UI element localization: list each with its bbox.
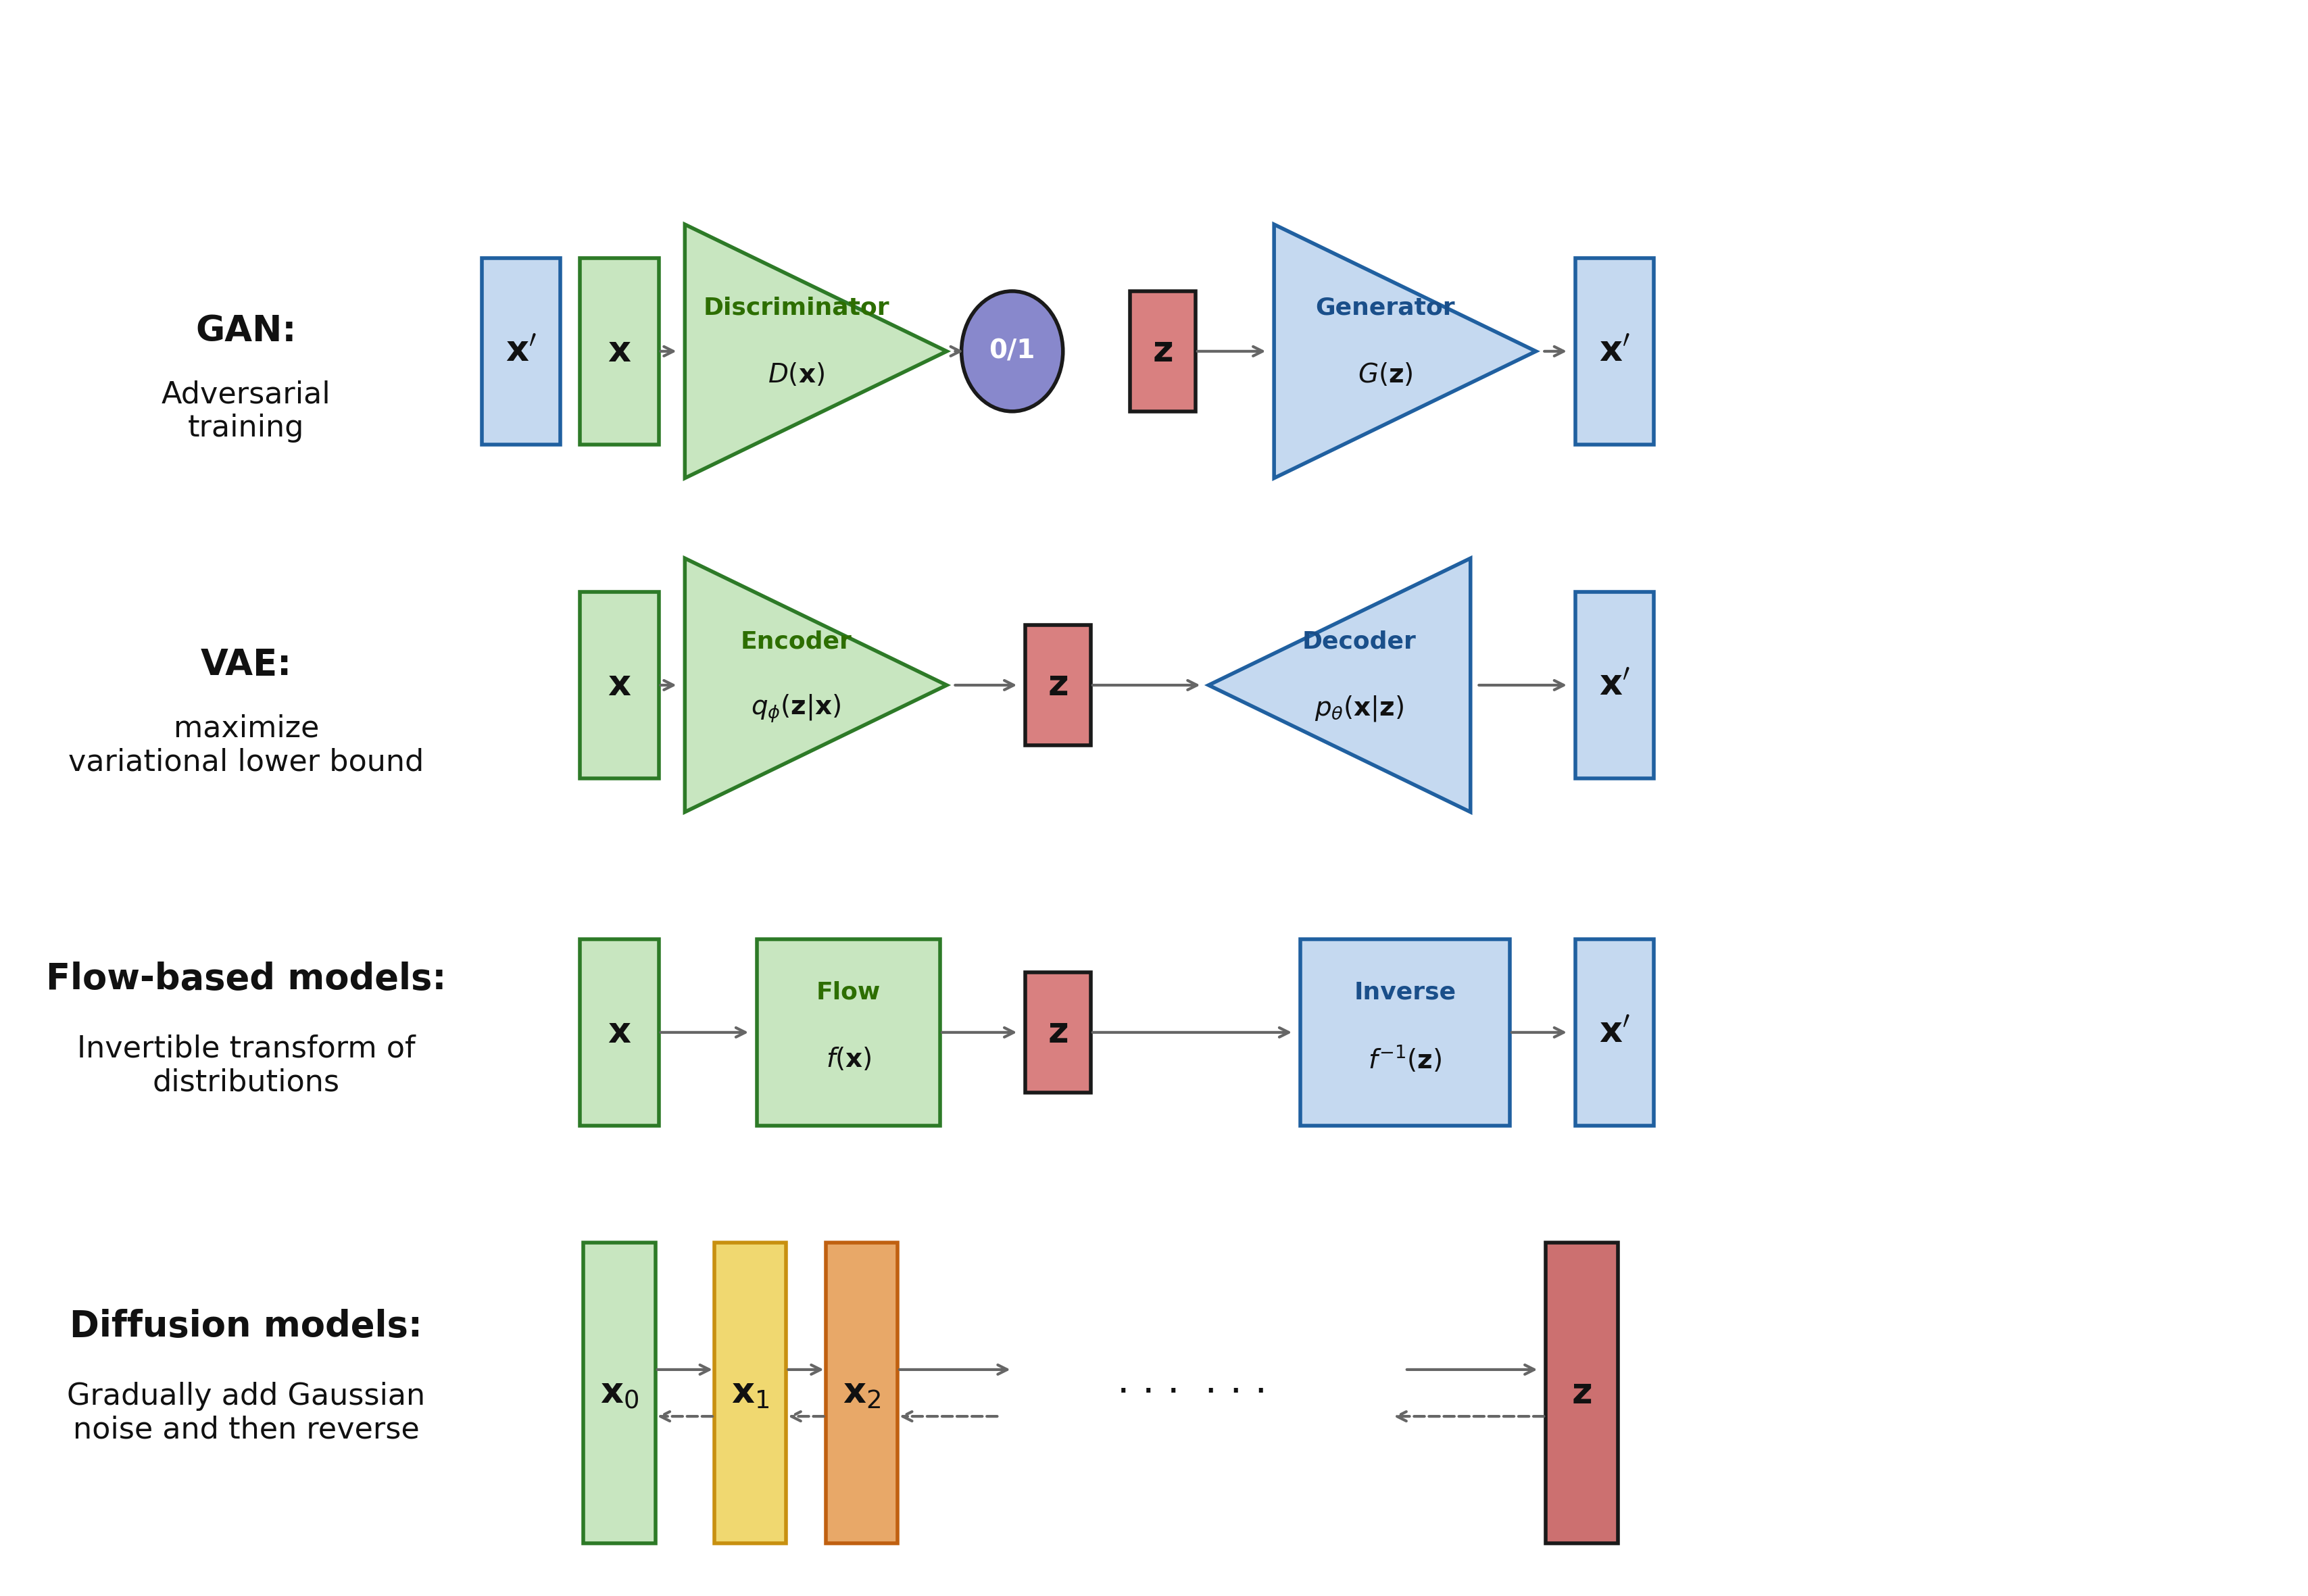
Text: $\mathbf{x}'$: $\mathbf{x}'$ <box>1599 667 1629 702</box>
Text: GAN:: GAN: <box>196 314 298 350</box>
Text: $f^{-1}(\mathbf{z})$: $f^{-1}(\mathbf{z})$ <box>1369 1044 1442 1074</box>
Text: $G(\mathbf{z})$: $G(\mathbf{z})$ <box>1357 361 1412 388</box>
Text: 0/1: 0/1 <box>988 338 1034 364</box>
Bar <box>579 259 658 445</box>
Text: $\mathbf{x}$: $\mathbf{x}$ <box>607 667 630 702</box>
Bar <box>713 1243 787 1543</box>
Bar <box>1574 938 1653 1125</box>
Text: $q_\phi(\mathbf{z}|\mathbf{x})$: $q_\phi(\mathbf{z}|\mathbf{x})$ <box>750 693 840 725</box>
Text: Adversarial
training: Adversarial training <box>162 380 330 442</box>
Text: Decoder: Decoder <box>1302 630 1415 653</box>
Text: $\mathbf{z}$: $\mathbf{z}$ <box>1572 1376 1593 1411</box>
Polygon shape <box>1209 559 1470 812</box>
Bar <box>1574 592 1653 779</box>
Text: $\mathbf{x}'$: $\mathbf{x}'$ <box>1599 1015 1629 1050</box>
Bar <box>1025 626 1089 745</box>
Text: Gradually add Gaussian
noise and then reverse: Gradually add Gaussian noise and then re… <box>67 1382 425 1444</box>
Text: $p_\theta(\mathbf{x}|\mathbf{z})$: $p_\theta(\mathbf{x}|\mathbf{z})$ <box>1313 694 1403 723</box>
Text: $f(\mathbf{x})$: $f(\mathbf{x})$ <box>826 1045 870 1073</box>
Text: Encoder: Encoder <box>741 630 852 653</box>
Text: $D(\mathbf{x})$: $D(\mathbf{x})$ <box>769 361 824 388</box>
Bar <box>579 592 658 779</box>
Text: $\mathbf{z}$: $\mathbf{z}$ <box>1048 667 1069 702</box>
Text: Invertible transform of
distributions: Invertible transform of distributions <box>76 1034 415 1096</box>
Text: $\mathbf{x}'$: $\mathbf{x}'$ <box>505 334 538 369</box>
Polygon shape <box>1274 225 1535 479</box>
Polygon shape <box>685 559 946 812</box>
Bar <box>1129 290 1196 412</box>
Polygon shape <box>685 225 946 479</box>
Text: $\mathbf{x}_1$: $\mathbf{x}_1$ <box>732 1376 769 1411</box>
Text: maximize
variational lower bound: maximize variational lower bound <box>69 713 425 777</box>
Text: $\mathbf{x}$: $\mathbf{x}$ <box>607 1015 630 1050</box>
Bar <box>1025 972 1089 1093</box>
Text: VAE:: VAE: <box>201 648 291 683</box>
Text: $\mathbf{z}$: $\mathbf{z}$ <box>1048 1015 1069 1050</box>
Bar <box>584 1243 655 1543</box>
Bar <box>826 1243 898 1543</box>
Text: Flow: Flow <box>817 982 879 1004</box>
Bar <box>482 259 561 445</box>
Bar <box>579 938 658 1125</box>
Bar <box>1546 1243 1618 1543</box>
Text: · · ·  · · ·: · · · · · · <box>1117 1374 1267 1412</box>
Text: $\mathbf{x}$: $\mathbf{x}$ <box>607 334 630 369</box>
Text: $\mathbf{z}$: $\mathbf{z}$ <box>1152 334 1172 369</box>
Text: $\mathbf{x}_0$: $\mathbf{x}_0$ <box>600 1376 639 1411</box>
Text: Discriminator: Discriminator <box>704 297 889 319</box>
Text: Flow-based models:: Flow-based models: <box>46 961 445 996</box>
Text: Diffusion models:: Diffusion models: <box>69 1309 422 1344</box>
Text: Generator: Generator <box>1316 297 1454 319</box>
Text: Inverse: Inverse <box>1352 982 1456 1004</box>
Bar <box>757 938 939 1125</box>
Ellipse shape <box>960 290 1062 412</box>
Text: $\mathbf{x}'$: $\mathbf{x}'$ <box>1599 334 1629 369</box>
Bar <box>1299 938 1509 1125</box>
Text: $\mathbf{x}_2$: $\mathbf{x}_2$ <box>842 1376 879 1411</box>
Bar <box>1574 259 1653 445</box>
